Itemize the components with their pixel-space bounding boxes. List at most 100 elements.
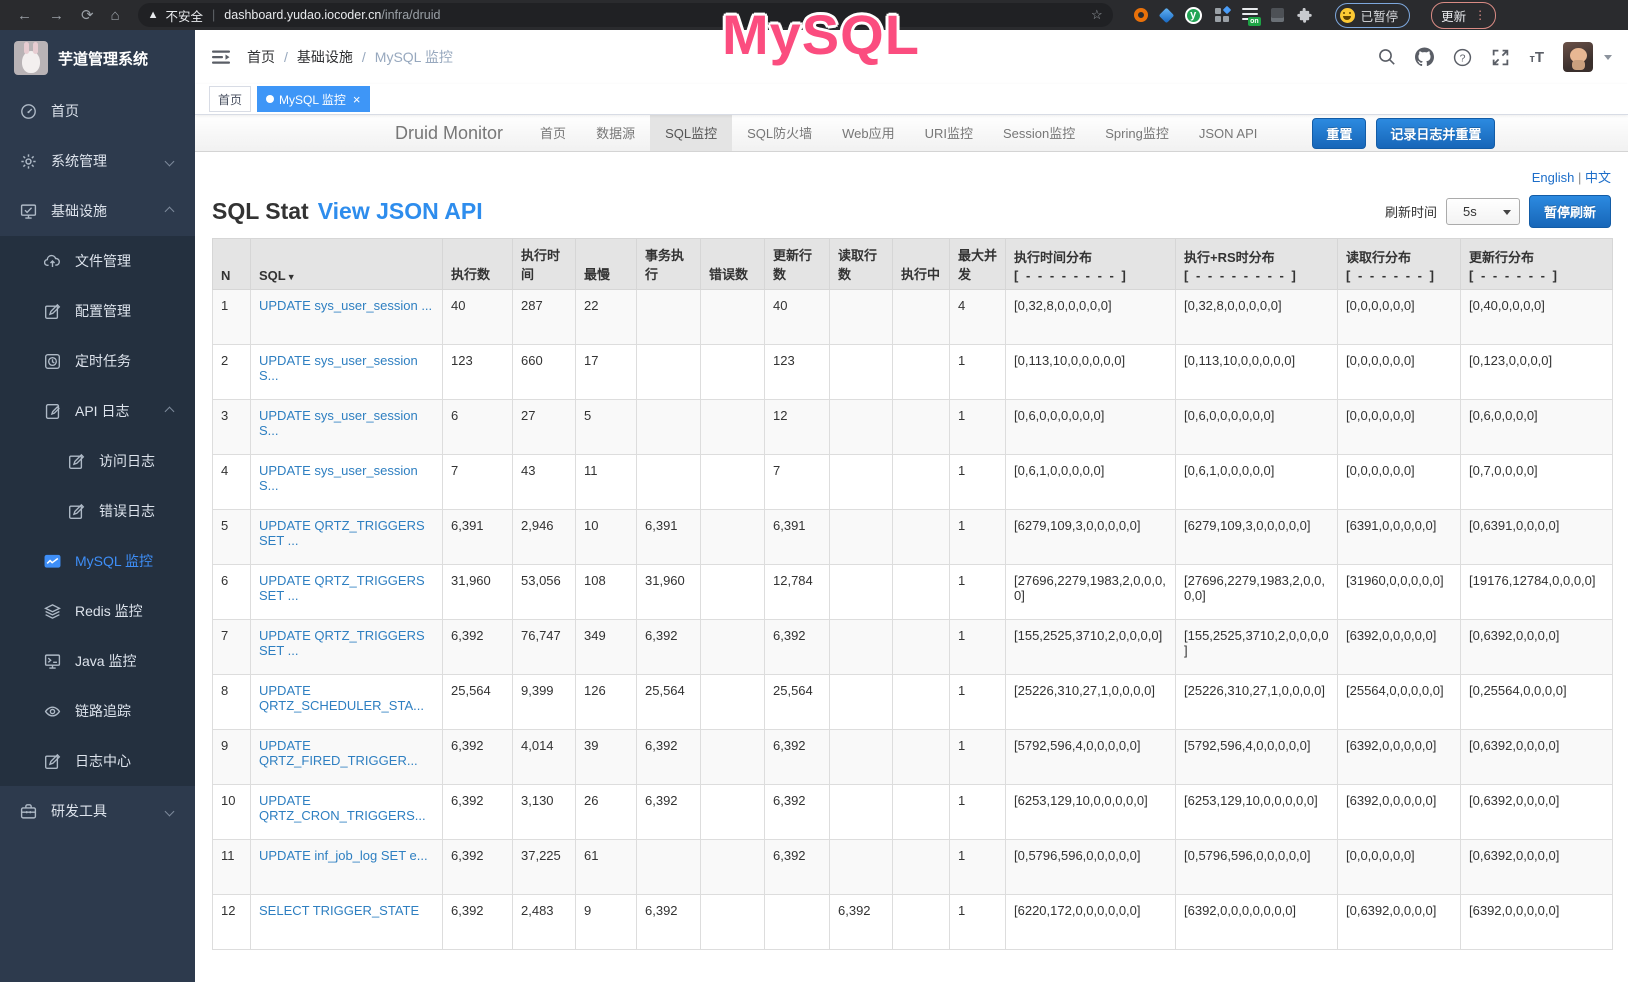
- fullscreen-icon[interactable]: [1491, 48, 1510, 67]
- table-cell: 37,225: [512, 839, 576, 895]
- sidebar-item-label: Redis 监控: [75, 603, 143, 619]
- breadcrumb-item[interactable]: 基础设施: [296, 49, 353, 65]
- table-cell: [0,40,0,0,0,0]: [1460, 289, 1613, 345]
- druid-nav-uri-stat[interactable]: URI监控: [924, 126, 973, 141]
- sidebar-item-redis-monitor[interactable]: Redis 监控: [0, 586, 195, 636]
- pause-refresh-button[interactable]: 暂停刷新: [1528, 195, 1611, 228]
- browser-home-icon[interactable]: ⌂: [110, 6, 120, 24]
- logo-image: [14, 41, 48, 75]
- sidebar-item-access-logs[interactable]: 访问日志: [0, 436, 195, 486]
- sql-link[interactable]: UPDATE QRTZ_SCHEDULER_STA...: [259, 683, 424, 713]
- extension-gem-icon[interactable]: [1158, 7, 1174, 23]
- sidebar-item-dev-tools[interactable]: 研发工具: [0, 786, 195, 836]
- sql-link[interactable]: UPDATE inf_job_log SET e...: [259, 848, 428, 863]
- app-logo[interactable]: 芋道管理系统: [0, 30, 195, 86]
- sql-link[interactable]: UPDATE sys_user_session S...: [259, 353, 418, 383]
- table-cell: 1: [949, 839, 1006, 895]
- row-number: 2: [212, 344, 251, 400]
- sidebar-item-mysql-monitor[interactable]: MySQL 监控: [0, 536, 195, 586]
- extension-misc-icon[interactable]: [1270, 8, 1284, 22]
- table-cell: 6: [442, 399, 513, 455]
- table-cell: [829, 509, 893, 565]
- table-cell: 7: [442, 454, 513, 510]
- table-cell: 1: [949, 784, 1006, 840]
- address-bar[interactable]: ▲ 不安全 | dashboard.yudao.iocoder.cn/infra…: [137, 3, 1113, 27]
- font-size-icon[interactable]: тT: [1529, 48, 1544, 66]
- sql-link[interactable]: UPDATE sys_user_session ...: [259, 298, 433, 313]
- table-cell: 2,483: [512, 894, 576, 950]
- table-cell: [700, 619, 765, 675]
- druid-nav-home[interactable]: 首页: [540, 126, 567, 141]
- extension-grid-icon[interactable]: [1214, 5, 1231, 22]
- row-number: 7: [212, 619, 251, 675]
- browser-update-button[interactable]: 更新 ⋮: [1431, 1, 1497, 29]
- kebab-menu-icon[interactable]: ⋮: [1474, 7, 1487, 22]
- bookmark-star-icon[interactable]: ☆: [1090, 7, 1103, 22]
- eye-icon: [44, 703, 61, 720]
- browser-back-icon[interactable]: ←: [17, 6, 32, 24]
- sql-link[interactable]: UPDATE QRTZ_TRIGGERS SET ...: [259, 518, 425, 548]
- reset-button[interactable]: 重置: [1312, 117, 1367, 149]
- tag-home[interactable]: 首页: [209, 86, 252, 112]
- sql-link[interactable]: UPDATE QRTZ_FIRED_TRIGGER...: [259, 738, 418, 768]
- view-json-api-link[interactable]: View JSON API: [317, 198, 483, 224]
- extension-y-icon[interactable]: y: [1184, 6, 1202, 24]
- browser-forward-icon[interactable]: →: [49, 6, 64, 24]
- druid-nav-web-app[interactable]: Web应用: [842, 126, 895, 141]
- table-cell: [700, 454, 765, 510]
- extensions-puzzle-icon[interactable]: [1296, 7, 1312, 23]
- sidebar-item-label: 研发工具: [51, 803, 107, 819]
- table-cell: 6,392: [442, 619, 513, 675]
- druid-nav-items: 首页 数据源 SQL监控 SQL防火墙 Web应用 URI监控 Session监控 Sprin…: [525, 115, 1272, 151]
- github-icon[interactable]: [1415, 47, 1435, 67]
- chevron-down-icon: [164, 806, 175, 816]
- extension-list-on-icon[interactable]: on: [1241, 8, 1261, 26]
- browser-reload-icon[interactable]: ⟳: [81, 6, 94, 24]
- sidebar-toggle-icon[interactable]: [211, 47, 231, 67]
- sidebar-item-api-logs[interactable]: API 日志: [0, 386, 195, 436]
- sql-link[interactable]: UPDATE QRTZ_CRON_TRIGGERS...: [259, 793, 426, 823]
- refresh-interval-select[interactable]: 5s: [1445, 198, 1520, 225]
- breadcrumb-item[interactable]: 首页: [247, 49, 275, 65]
- refresh-controls: 刷新时间 5s 暂停刷新: [1385, 195, 1611, 228]
- avatar-caret-icon[interactable]: [1604, 54, 1612, 60]
- sidebar-item-system-management[interactable]: 系统管理: [0, 136, 195, 186]
- sidebar-item-log-center[interactable]: 日志中心: [0, 736, 195, 786]
- sidebar-item-config-management[interactable]: 配置管理: [0, 286, 195, 336]
- extension-donut-icon[interactable]: [1133, 8, 1148, 22]
- druid-nav-datasource[interactable]: 数据源: [596, 126, 636, 141]
- col-header[interactable]: SQL▼: [250, 238, 443, 290]
- sidebar-item-home[interactable]: 首页: [0, 86, 195, 136]
- table-cell: [892, 729, 950, 785]
- sidebar-item-infrastructure[interactable]: 基础设施: [0, 186, 195, 236]
- tags-bar: 首页 MySQL 监控 ×: [195, 84, 1628, 115]
- sidebar-item-trace[interactable]: 链路追踪: [0, 686, 195, 736]
- druid-nav-spring-stat[interactable]: Spring监控: [1105, 126, 1169, 141]
- log-and-reset-button[interactable]: 记录日志并重置: [1376, 117, 1496, 149]
- sql-link[interactable]: UPDATE QRTZ_TRIGGERS SET ...: [259, 573, 425, 603]
- table-cell: [6220,172,0,0,0,0,0,0]: [1005, 894, 1176, 950]
- lang-chinese-link[interactable]: 中文: [1584, 170, 1611, 185]
- sidebar-item-scheduled-tasks[interactable]: 定时任务: [0, 336, 195, 386]
- sql-link[interactable]: UPDATE QRTZ_TRIGGERS SET ...: [259, 628, 425, 658]
- profile-paused-badge[interactable]: 已暂停: [1334, 2, 1411, 28]
- close-icon[interactable]: ×: [352, 91, 361, 107]
- lang-english-link[interactable]: English: [1531, 170, 1575, 185]
- sql-link[interactable]: UPDATE sys_user_session S...: [259, 408, 418, 438]
- sidebar-item-java-monitor[interactable]: Java 监控: [0, 636, 195, 686]
- druid-nav-sql-firewall[interactable]: SQL防火墙: [747, 126, 813, 141]
- language-switch: English | 中文: [212, 167, 1611, 186]
- tag-mysql-monitor[interactable]: MySQL 监控 ×: [257, 86, 370, 112]
- druid-nav-json-api[interactable]: JSON API: [1198, 126, 1258, 141]
- sidebar-item-label: 日志中心: [75, 753, 131, 769]
- sidebar-item-file-management[interactable]: 文件管理: [0, 236, 195, 286]
- table-cell: 53,056: [512, 564, 576, 620]
- druid-nav-session-stat[interactable]: Session监控: [1003, 126, 1076, 141]
- sidebar-item-error-logs[interactable]: 错误日志: [0, 486, 195, 536]
- sql-link[interactable]: SELECT TRIGGER_STATE: [259, 903, 420, 918]
- help-icon[interactable]: ?: [1453, 48, 1472, 67]
- sql-link[interactable]: UPDATE sys_user_session S...: [259, 463, 418, 493]
- druid-nav-sql-stat[interactable]: SQL监控: [650, 115, 733, 151]
- search-icon[interactable]: [1377, 48, 1396, 67]
- user-avatar[interactable]: [1563, 42, 1593, 72]
